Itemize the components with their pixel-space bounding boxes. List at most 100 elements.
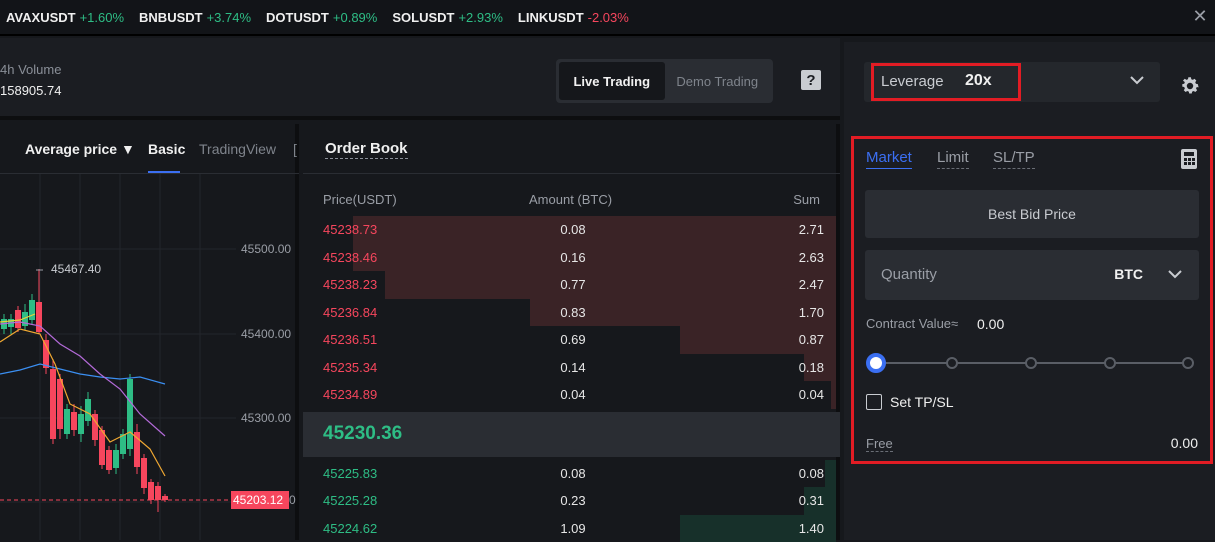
ticker-item[interactable]: BNBUSDT+3.74%	[139, 10, 251, 25]
ask-price: 45236.51	[323, 332, 377, 347]
bid-sum: 1.40	[799, 521, 824, 536]
bid-amount: 1.09	[503, 521, 643, 536]
demo-trading-button[interactable]: Demo Trading	[665, 62, 771, 100]
quantity-placeholder: Quantity	[881, 266, 937, 283]
free-value: 0.00	[1171, 435, 1198, 451]
free-label: Free	[866, 436, 893, 452]
ticker-symbol: AVAXUSDT	[6, 10, 76, 25]
quantity-slider[interactable]	[868, 353, 1196, 373]
ticker-change: +1.60%	[80, 10, 124, 25]
caret-down-icon: ▼	[121, 141, 135, 157]
slider-node[interactable]	[1104, 357, 1116, 369]
live-trading-button[interactable]: Live Trading	[559, 62, 665, 100]
best-bid-price-button[interactable]: Best Bid Price	[865, 190, 1199, 238]
ask-price: 45235.34	[323, 360, 377, 375]
leverage-label: Leverage	[881, 73, 944, 90]
ask-row[interactable]: 45235.34 0.14 0.18	[303, 354, 840, 382]
order-book-title: Order Book	[325, 140, 408, 159]
col-sum-header: Sum	[793, 192, 820, 207]
volume-label: 4h Volume	[0, 62, 61, 77]
ask-amount: 0.14	[503, 360, 643, 375]
chevron-down-icon[interactable]	[1167, 266, 1183, 285]
order-book: Order Book Price(USDT) Amount (BTC) Sum …	[303, 124, 840, 540]
ticker-item[interactable]: LINKUSDT-2.03%	[518, 10, 629, 25]
chart-tabs: Average price ▼ Basic TradingView [	[0, 124, 299, 174]
ma-line-blue	[0, 364, 165, 384]
trading-mode-toggle: Live Trading Demo Trading	[556, 59, 773, 103]
ask-amount: 0.08	[503, 222, 643, 237]
tab-basic[interactable]: Basic	[148, 141, 185, 157]
slider-handle[interactable]	[866, 353, 886, 373]
price-chart[interactable]: 45467.40 45500.00 45400.00 45300.00 4520…	[0, 174, 299, 540]
tab-market[interactable]: Market	[866, 149, 912, 169]
market-header: 4h Volume 158905.74 Live Trading Demo Tr…	[0, 38, 840, 120]
depth-bar	[825, 460, 836, 488]
chevron-down-icon[interactable]	[1129, 72, 1145, 91]
ticker-change: +2.93%	[458, 10, 502, 25]
bid-row[interactable]: 45224.62 1.09 1.40	[303, 515, 840, 542]
ticker-change: +0.89%	[333, 10, 377, 25]
bid-price: 45225.28	[323, 493, 377, 508]
candles	[1, 269, 168, 512]
order-form: Market Limit SL/TP Best Bid Price Quanti…	[851, 136, 1213, 464]
quantity-unit[interactable]: BTC	[1114, 266, 1143, 282]
ask-sum: 2.63	[799, 250, 824, 265]
ticker-symbol: DOTUSDT	[266, 10, 329, 25]
checkbox[interactable]	[866, 394, 882, 410]
tab-limit[interactable]: Limit	[937, 149, 969, 169]
gear-icon[interactable]	[1179, 75, 1201, 97]
ask-sum: 0.18	[799, 360, 824, 375]
bid-sum: 0.08	[799, 466, 824, 481]
y-tick: 45400.00	[241, 327, 291, 341]
close-icon[interactable]: ✕	[1191, 7, 1209, 25]
ask-price: 45234.89	[323, 387, 377, 402]
ticker-item[interactable]: DOTUSDT +0.89%	[266, 10, 377, 25]
ask-sum: 2.47	[799, 277, 824, 292]
tab-sl-tp[interactable]: SL/TP	[993, 149, 1035, 169]
expand-icon[interactable]: [	[293, 141, 297, 157]
ma-line-orange	[0, 329, 165, 476]
bid-amount: 0.23	[503, 493, 643, 508]
ask-sum: 0.87	[799, 332, 824, 347]
ask-amount: 0.69	[503, 332, 643, 347]
ticker-item[interactable]: SOLUSDT+2.93%	[392, 10, 503, 25]
ask-sum: 0.04	[799, 387, 824, 402]
mid-price-row: 45230.36	[303, 412, 840, 457]
ask-sum: 1.70	[799, 305, 824, 320]
current-price-label: 45203.12	[233, 493, 283, 507]
ticker-change: +3.74%	[207, 10, 251, 25]
ask-amount: 0.83	[503, 305, 643, 320]
leverage-value: 20x	[965, 72, 992, 90]
ask-price: 45238.46	[323, 250, 377, 265]
mid-price: 45230.36	[323, 423, 402, 445]
calculator-icon[interactable]	[1181, 149, 1197, 169]
quantity-field[interactable]: Quantity BTC	[865, 250, 1199, 300]
slider-node[interactable]	[1182, 357, 1194, 369]
order-entry-panel: Leverage 20x Market Limit SL/TP Best Bid…	[844, 42, 1215, 540]
ask-row[interactable]: 45236.51 0.69 0.87	[303, 326, 840, 354]
peak-label: 45467.40	[51, 262, 101, 276]
ask-amount: 0.77	[503, 277, 643, 292]
chart-gridlines	[0, 174, 236, 540]
set-tpsl-label: Set TP/SL	[890, 394, 954, 410]
current-price-label-suffix: 0	[289, 493, 296, 507]
col-price-header: Price(USDT)	[323, 192, 397, 207]
average-price-dropdown[interactable]: Average price ▼	[25, 141, 135, 157]
help-icon[interactable]: ?	[801, 70, 821, 90]
bid-price: 45224.62	[323, 521, 377, 536]
slider-node[interactable]	[946, 357, 958, 369]
tab-tradingview[interactable]: TradingView	[199, 141, 276, 157]
y-tick: 45300.00	[241, 411, 291, 425]
slider-node[interactable]	[1025, 357, 1037, 369]
ticker-item[interactable]: AVAXUSDT +1.60%	[6, 10, 124, 25]
ticker-bar: AVAXUSDT +1.60% BNBUSDT+3.74% DOTUSDT +0.8…	[0, 0, 1215, 36]
average-price-label: Average price	[25, 141, 117, 157]
